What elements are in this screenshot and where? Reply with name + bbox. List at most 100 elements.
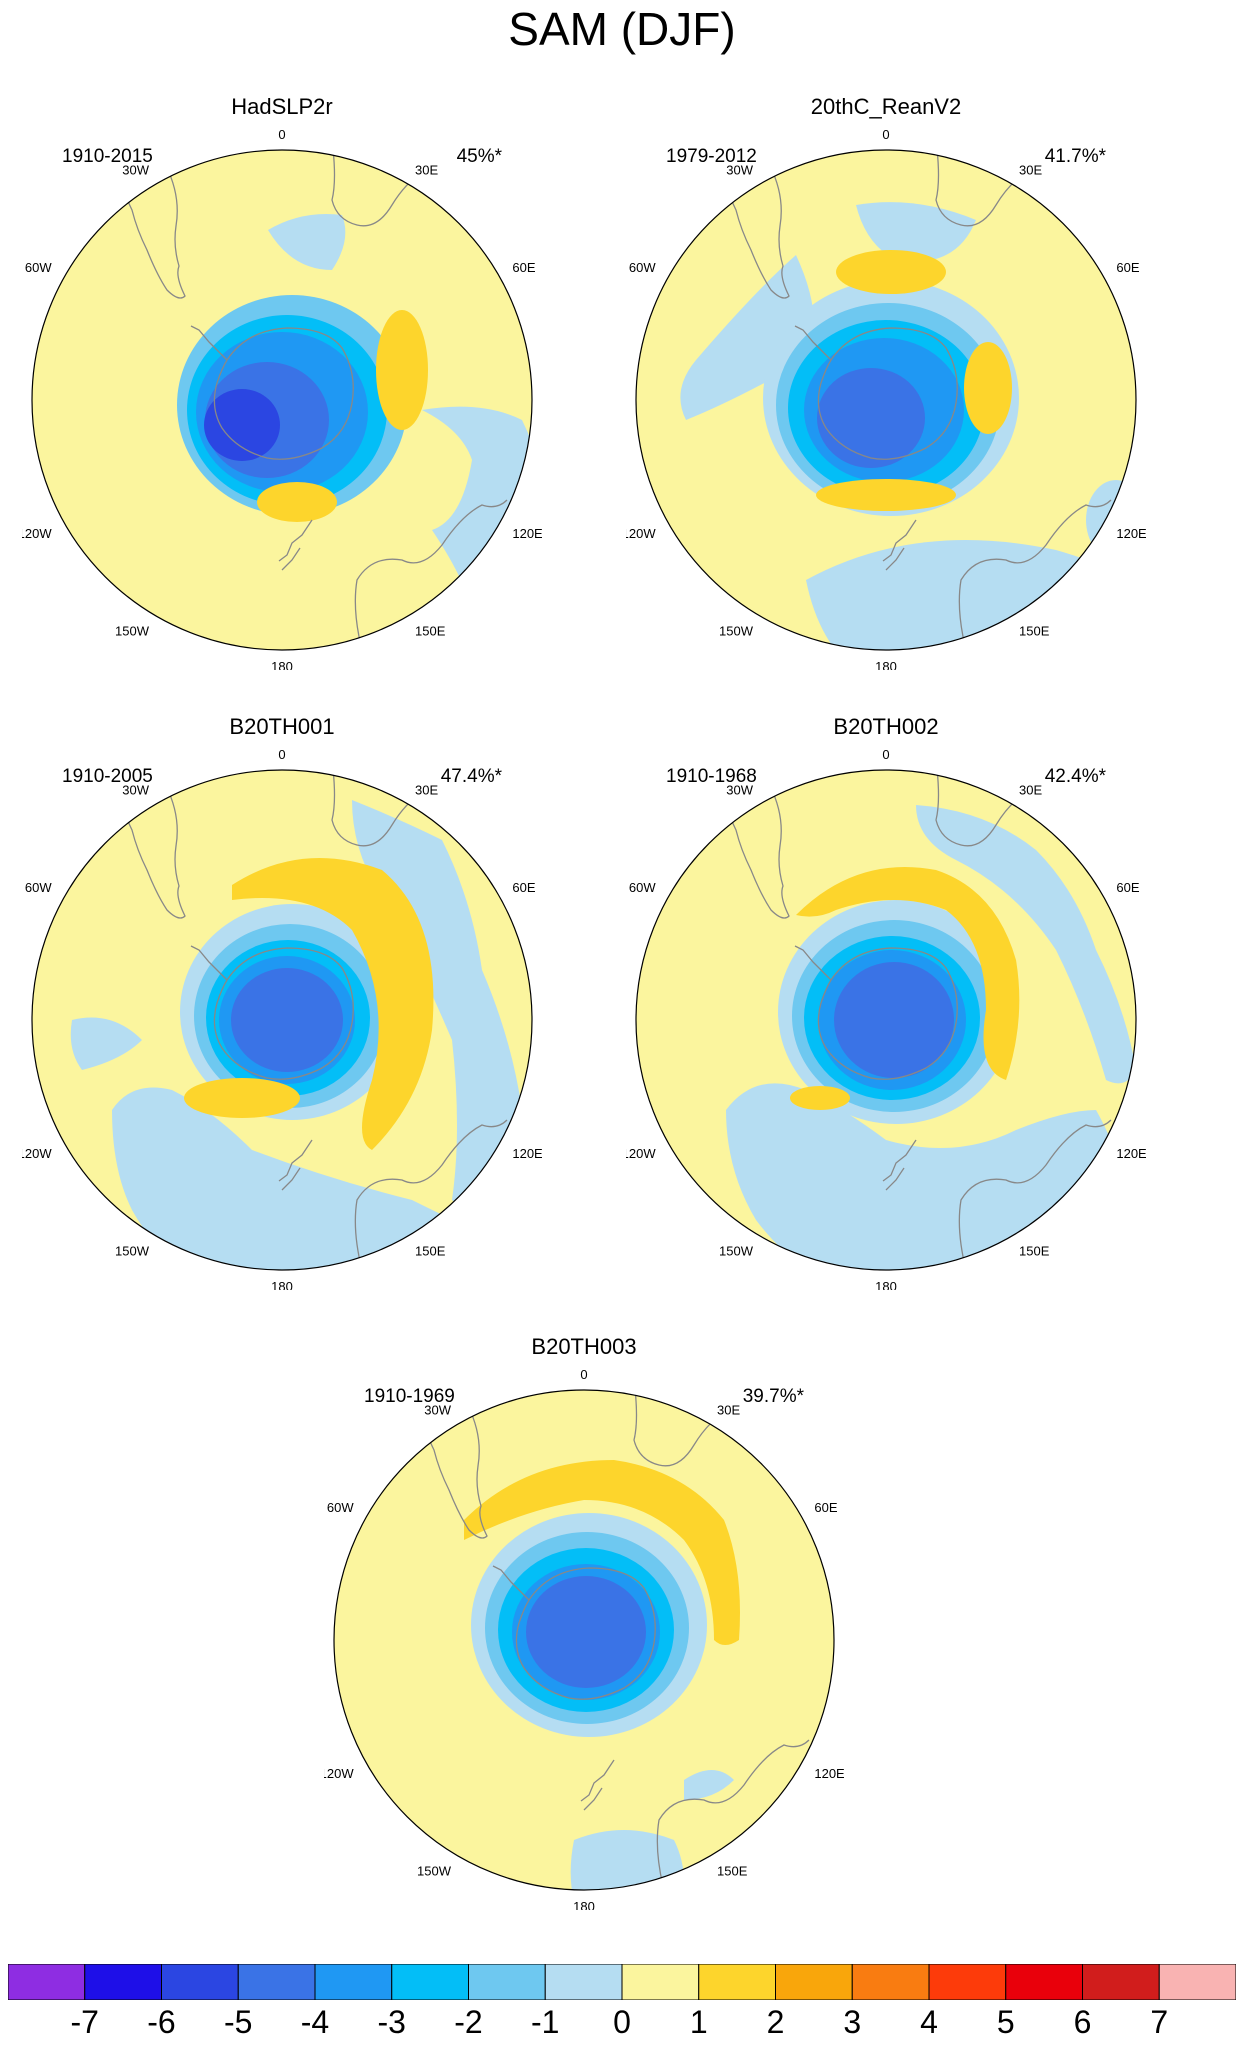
africa-coastline	[331, 150, 433, 227]
longitude-label: 150E	[415, 623, 446, 638]
longitude-label: 120W	[626, 1146, 656, 1161]
colorbar-tick-label: 2	[766, 2004, 785, 2040]
longitude-label: 180	[875, 1279, 897, 1290]
contour-region	[257, 482, 337, 522]
panel-title: B20TH002	[833, 714, 938, 739]
south-america-coastline	[111, 770, 186, 919]
map-b20th002: B20TH0021910-196842.4%*030E60E90E120E150…	[626, 714, 1146, 1290]
longitude-label: 180	[573, 1899, 595, 1910]
peninsula-coastline	[794, 325, 832, 361]
south-america-coastline	[111, 150, 186, 299]
antarctica-coastline	[817, 327, 958, 460]
africa-coastline	[935, 150, 1037, 227]
period-label: 1910-2015	[62, 146, 153, 167]
new-zealand-coastline	[580, 1759, 615, 1811]
map-boundary	[333, 1389, 835, 1891]
variance-label: 39.7%*	[743, 1386, 805, 1407]
longitude-label: 0	[278, 127, 285, 142]
contour-fills	[636, 150, 1136, 650]
longitude-label: 30W	[726, 783, 753, 798]
longitude-label: 60E	[512, 880, 535, 895]
antarctica-coastline	[213, 947, 354, 1080]
variance-label: 47.4%*	[441, 766, 503, 787]
map-boundary	[635, 149, 1137, 651]
colorbar-tick-label: 4	[920, 2004, 938, 2040]
contour-region	[184, 1078, 300, 1118]
longitude-label: 120E	[512, 1146, 542, 1161]
longitude-label: 30E	[1019, 163, 1042, 178]
variance-label: 41.7%*	[1045, 146, 1107, 167]
contour-region	[268, 214, 346, 270]
colorbar-swatch	[161, 1964, 239, 2000]
longitude-label: 150W	[115, 1243, 150, 1258]
colorbar-tick-label: -2	[454, 2004, 483, 2040]
colorbar	[8, 1964, 1236, 2000]
colorbar-tick-label: -1	[531, 2004, 560, 2040]
panel-title: B20TH001	[229, 714, 334, 739]
colorbar-tick-label: -4	[300, 2004, 330, 2040]
map-panel-b20th002: B20TH0021910-196842.4%*030E60E90E120E150…	[626, 710, 1146, 1290]
period-label: 1910-2005	[62, 766, 153, 787]
new-zealand-coastline	[882, 519, 917, 571]
contour-region	[232, 858, 434, 1150]
australia-coastline	[958, 1119, 1112, 1270]
colorbar-swatch	[1082, 1964, 1160, 2000]
panel-title: HadSLP2r	[231, 94, 333, 119]
longitude-label: 0	[882, 747, 889, 762]
longitude-label: 150E	[1019, 1243, 1050, 1258]
contour-region	[796, 867, 1020, 1080]
contour-region	[916, 805, 1136, 1084]
new-zealand-coastline	[278, 519, 313, 571]
map-panel-20thc-reanv2: 20thC_ReanV21979-201241.7%*030E60E90E120…	[626, 90, 1146, 670]
colorbar-swatch	[928, 1964, 1007, 2000]
colorbar-swatch	[775, 1964, 853, 2000]
contour-region	[231, 968, 343, 1072]
contour-region	[790, 1086, 850, 1110]
contour-region	[816, 479, 956, 511]
colorbar-swatch	[1158, 1964, 1236, 2000]
panel-title: 20thC_ReanV2	[811, 94, 961, 119]
contour-region	[964, 342, 1012, 434]
longitude-label: 60E	[1116, 880, 1139, 895]
panel-title: B20TH003	[531, 1334, 636, 1359]
longitude-label: 60E	[1116, 260, 1139, 275]
africa-coastline	[935, 770, 1037, 847]
map-b20th001: B20TH0011910-200547.4%*030E60E90E120E150…	[22, 714, 542, 1290]
australia-coastline	[354, 1119, 508, 1270]
contour-region	[806, 540, 1126, 650]
longitude-label: 60E	[814, 1500, 837, 1515]
map-boundary	[31, 769, 533, 1271]
figure-title: SAM (DJF)	[508, 3, 736, 55]
australia-coastline	[958, 499, 1112, 650]
longitude-label: 180	[271, 659, 293, 670]
longitude-label: 120W	[22, 1146, 52, 1161]
peninsula-coastline	[492, 1565, 530, 1601]
colorbar-tick-label: 7	[1150, 2004, 1169, 2040]
colorbar-swatch	[314, 1964, 393, 2000]
contour-region	[570, 1830, 684, 1890]
period-label: 1910-1969	[364, 1386, 455, 1407]
longitude-label: 0	[882, 127, 889, 142]
variance-label: 45%*	[457, 146, 503, 167]
contour-region	[817, 368, 925, 468]
longitude-label: 150W	[115, 623, 150, 638]
colorbar-tick-label: 5	[996, 2004, 1015, 2040]
longitude-label: 150W	[417, 1863, 452, 1878]
contour-region	[526, 1576, 646, 1688]
antarctica-coastline	[515, 1567, 656, 1700]
longitude-label: 60W	[25, 260, 52, 275]
longitude-label: 30E	[1019, 783, 1042, 798]
peninsula-coastline	[190, 325, 228, 361]
colorbar-swatch	[391, 1964, 469, 2000]
longitude-label: 150W	[719, 1243, 754, 1258]
colorbar-tick-label: -5	[224, 2004, 253, 2040]
longitude-label: 150E	[717, 1863, 748, 1878]
colorbar-swatch	[544, 1964, 623, 2000]
antarctica-coastline	[213, 327, 354, 460]
contour-region	[834, 962, 954, 1078]
new-zealand-coastline	[882, 1139, 917, 1191]
south-america-coastline	[715, 770, 790, 919]
longitude-label: 180	[875, 659, 897, 670]
map-panel-hadslp2r: HadSLP2r1910-201545%*030E60E90E120E150E1…	[22, 90, 542, 670]
longitude-label: 30E	[415, 783, 438, 798]
